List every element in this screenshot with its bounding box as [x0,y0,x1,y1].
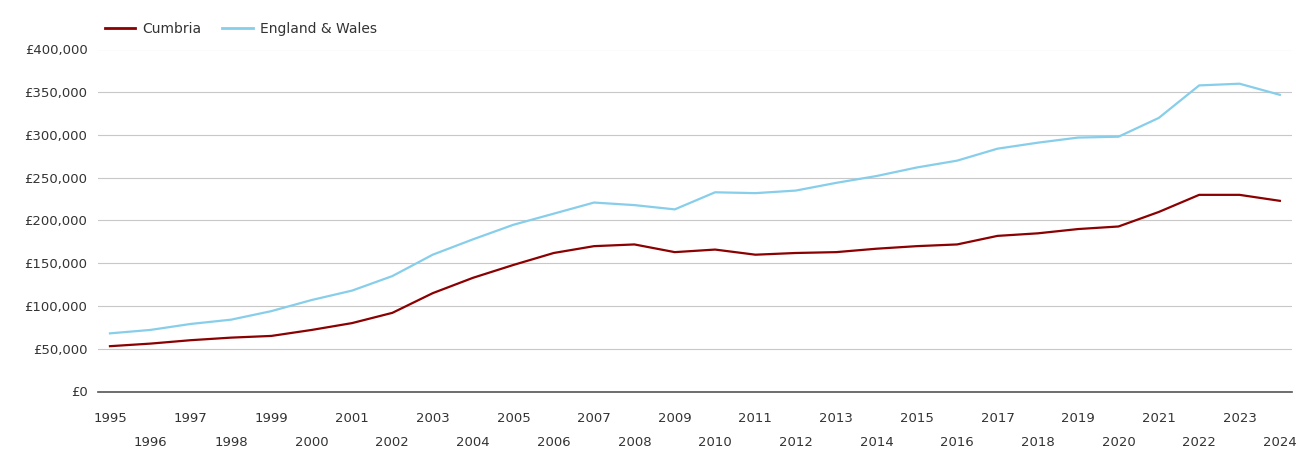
Cumbria [102,343,117,349]
England & Wales [425,252,441,257]
Text: 2020: 2020 [1101,436,1135,449]
Text: 2023: 2023 [1223,412,1257,425]
Cumbria [667,249,683,255]
England & Wales [223,317,239,322]
England & Wales [102,331,117,336]
Text: 2000: 2000 [295,436,329,449]
Cumbria [989,233,1005,238]
Cumbria [1030,230,1045,236]
Text: 2006: 2006 [536,436,570,449]
Cumbria [1232,192,1248,198]
Line: England & Wales: England & Wales [110,84,1280,333]
Text: 2008: 2008 [617,436,651,449]
Line: Cumbria: Cumbria [110,195,1280,346]
Cumbria [626,242,642,247]
Text: 2017: 2017 [980,412,1014,425]
Cumbria [707,247,723,252]
Cumbria [385,310,401,315]
England & Wales [829,180,844,185]
England & Wales [183,321,198,327]
England & Wales [788,188,804,194]
England & Wales [748,190,763,196]
England & Wales [626,202,642,208]
England & Wales [1191,83,1207,88]
Text: 1996: 1996 [133,436,167,449]
Cumbria [748,252,763,257]
Text: 2013: 2013 [820,412,853,425]
Legend: Cumbria, England & Wales: Cumbria, England & Wales [104,22,377,36]
England & Wales [142,327,158,333]
England & Wales [949,158,964,163]
Text: 2009: 2009 [658,412,692,425]
Text: 2014: 2014 [860,436,894,449]
Cumbria [829,249,844,255]
Cumbria [586,243,602,249]
Cumbria [304,327,320,333]
Text: 1999: 1999 [254,412,288,425]
Text: 1995: 1995 [93,412,127,425]
Text: 2005: 2005 [496,412,530,425]
Text: 2018: 2018 [1021,436,1054,449]
Text: 2007: 2007 [577,412,611,425]
England & Wales [1070,135,1086,140]
Text: 1997: 1997 [174,412,207,425]
Cumbria [910,243,925,249]
Text: 1998: 1998 [214,436,248,449]
Cumbria [869,246,885,252]
Text: 2003: 2003 [416,412,450,425]
Cumbria [425,291,441,296]
Text: 2002: 2002 [376,436,410,449]
Cumbria [788,250,804,256]
Text: 2015: 2015 [900,412,933,425]
Text: 2010: 2010 [698,436,732,449]
Cumbria [264,333,279,338]
England & Wales [465,237,480,242]
Cumbria [223,335,239,340]
Text: 2001: 2001 [335,412,369,425]
England & Wales [385,273,401,279]
England & Wales [505,222,521,227]
England & Wales [989,146,1005,151]
Cumbria [345,320,360,326]
Cumbria [1191,192,1207,198]
England & Wales [869,173,885,179]
Cumbria [142,341,158,346]
Cumbria [545,250,561,256]
England & Wales [1272,92,1288,98]
Text: 2016: 2016 [940,436,974,449]
Cumbria [465,275,480,280]
England & Wales [667,207,683,212]
Text: 2021: 2021 [1142,412,1176,425]
Cumbria [183,338,198,343]
England & Wales [264,308,279,314]
Text: 2004: 2004 [457,436,489,449]
Cumbria [1272,198,1288,203]
Text: 2012: 2012 [779,436,813,449]
Text: 2019: 2019 [1061,412,1095,425]
England & Wales [345,288,360,293]
England & Wales [707,189,723,195]
Text: 2011: 2011 [739,412,773,425]
England & Wales [304,297,320,303]
England & Wales [910,165,925,170]
England & Wales [1151,115,1167,121]
Cumbria [1111,224,1126,229]
Cumbria [1070,226,1086,232]
Cumbria [949,242,964,247]
England & Wales [586,200,602,205]
England & Wales [1232,81,1248,86]
England & Wales [1111,134,1126,140]
England & Wales [1030,140,1045,145]
Cumbria [505,262,521,268]
Text: 2022: 2022 [1182,436,1216,449]
Text: 2024: 2024 [1263,436,1297,449]
England & Wales [545,211,561,216]
Cumbria [1151,209,1167,215]
